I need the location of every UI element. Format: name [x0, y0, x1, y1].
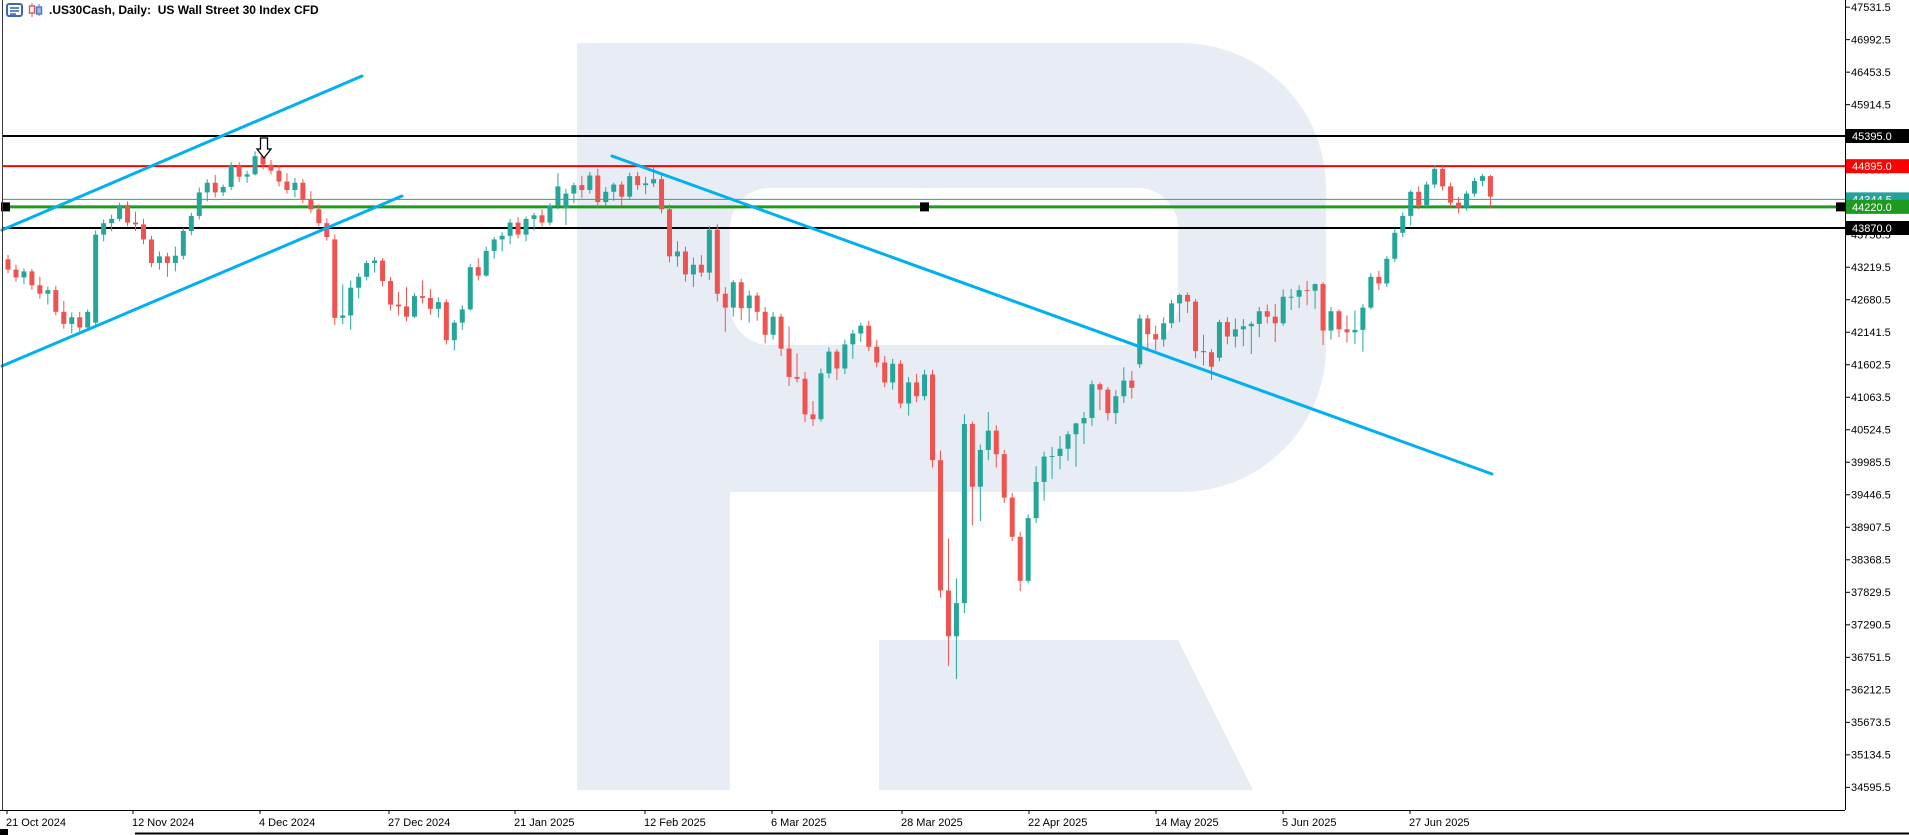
arrow-down-marker[interactable] — [255, 137, 273, 160]
line-handle-1[interactable] — [1, 202, 10, 212]
chart-frame — [0, 0, 1846, 811]
price-tick-label: 37290.5 — [1851, 620, 1891, 632]
price-tick-label: 37829.5 — [1851, 587, 1891, 599]
price-axis[interactable]: 47531.546992.546453.545914.545375.544836… — [1845, 2, 1891, 794]
price-tick-label: 42141.5 — [1851, 327, 1891, 339]
trendline-2[interactable] — [0, 194, 404, 368]
line-handle-2[interactable] — [920, 202, 929, 212]
date-tick-label: 14 May 2025 — [1155, 817, 1219, 829]
date-tick-label: 12 Feb 2025 — [644, 817, 706, 829]
price-tag-text: 44895.0 — [1852, 161, 1892, 173]
date-tick-label: 21 Jan 2025 — [514, 817, 575, 829]
price-tick-label: 43219.5 — [1851, 262, 1891, 274]
price-tick-label: 42680.5 — [1851, 295, 1891, 307]
price-tick-label: 35134.5 — [1851, 750, 1891, 762]
trendline-3[interactable] — [610, 154, 1494, 476]
date-tick-label: 27 Jun 2025 — [1409, 817, 1470, 829]
chart-list-icon[interactable] — [6, 3, 23, 17]
ohlc-candles-icon[interactable] — [28, 3, 44, 17]
price-tick-label: 39446.5 — [1851, 490, 1891, 502]
date-tick-label: 4 Dec 2024 — [259, 817, 315, 829]
price-tick-label: 41063.5 — [1851, 392, 1891, 404]
candles-series — [5, 151, 1493, 680]
price-tag-44895.0 — [1846, 159, 1909, 174]
chart-title: .US30Cash, Daily: US Wall Street 30 Inde… — [49, 3, 319, 17]
price-tick-label: 46453.5 — [1851, 67, 1891, 79]
price-tick-label: 36212.5 — [1851, 685, 1891, 697]
price-tick-label: 39985.5 — [1851, 457, 1891, 469]
date-tick-label: 6 Mar 2025 — [771, 817, 827, 829]
price-tick-label: 35673.5 — [1851, 717, 1891, 729]
price-tag-43870.0 — [1846, 220, 1909, 235]
price-tick-label: 45914.5 — [1851, 99, 1891, 111]
trendline-1[interactable] — [0, 74, 364, 232]
date-tick-label: 12 Nov 2024 — [132, 817, 194, 829]
trendlines — [0, 74, 1494, 476]
price-tick-label: 47531.5 — [1851, 2, 1891, 14]
date-tick-label: 27 Dec 2024 — [388, 817, 450, 829]
price-tick-label: 38368.5 — [1851, 555, 1891, 567]
price-tick-label: 41602.5 — [1851, 360, 1891, 372]
price-tag-45395.0 — [1846, 129, 1909, 144]
date-tick-label: 28 Mar 2025 — [901, 817, 963, 829]
bottom-edge[interactable] — [0, 829, 1909, 835]
date-tick-label: 5 Jun 2025 — [1282, 817, 1336, 829]
price-tick-label: 46992.5 — [1851, 34, 1891, 46]
price-tag-text: 45395.0 — [1852, 131, 1892, 143]
price-tick-label: 34595.5 — [1851, 782, 1891, 794]
line-handle-3[interactable] — [1836, 202, 1845, 212]
price-tag-44220.0 — [1846, 199, 1909, 214]
price-tag-text: 44220.0 — [1852, 202, 1892, 214]
time-axis[interactable]: 21 Oct 2024 12 Nov 2024 4 Dec 2024 27 Dec 2… — [6, 810, 1470, 829]
price-tick-label: 38907.5 — [1851, 522, 1891, 534]
watermark-logo — [577, 43, 1326, 790]
price-tick-label: 36751.5 — [1851, 652, 1891, 664]
chart-header: .US30Cash, Daily: US Wall Street 30 Inde… — [6, 3, 319, 17]
date-tick-label: 22 Apr 2025 — [1028, 817, 1087, 829]
price-tag-text: 43870.0 — [1852, 223, 1892, 235]
date-tick-label: 21 Oct 2024 — [6, 817, 66, 829]
price-tick-label: 40524.5 — [1851, 425, 1891, 437]
